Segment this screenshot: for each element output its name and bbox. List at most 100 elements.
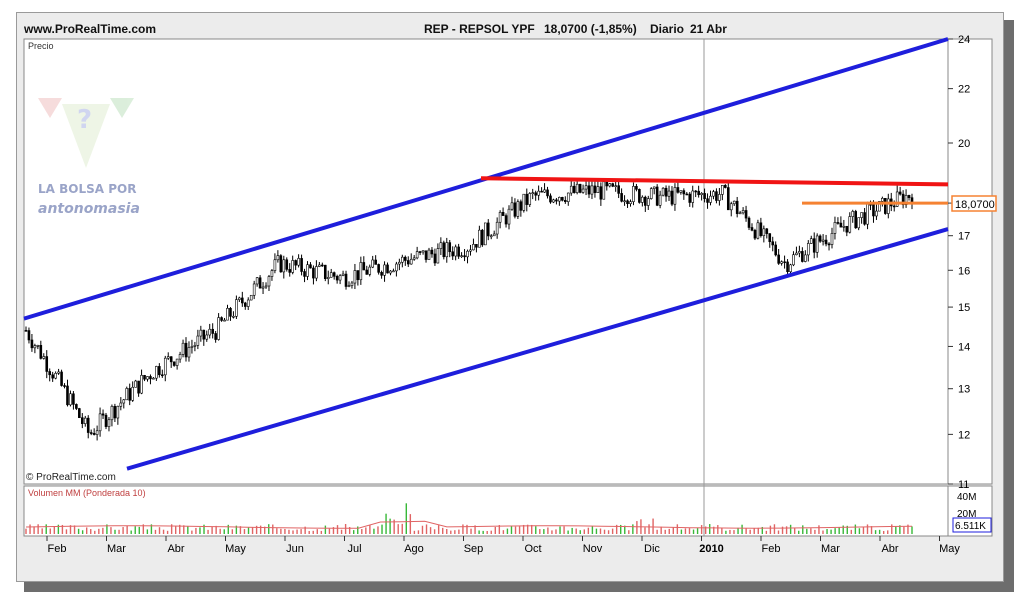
- price-candle-body: [131, 386, 134, 401]
- price-candle-body: [546, 189, 549, 197]
- price-candle-body: [833, 222, 837, 234]
- x-tick-label: Abr: [167, 543, 184, 555]
- price-candle-body: [211, 328, 214, 334]
- price-candle-body: [572, 185, 576, 193]
- volume-tick-label: 40M: [957, 492, 976, 503]
- last-price-label: 18,0700: [955, 199, 995, 211]
- price-candle-body: [655, 186, 659, 206]
- price-candle-body: [566, 192, 570, 202]
- price-candle-body: [703, 193, 706, 199]
- price-candle-body: [750, 227, 754, 231]
- price-candle-body: [309, 264, 312, 269]
- last-volume-label: 6.511K: [955, 521, 986, 532]
- y-tick-label: 20: [958, 138, 970, 150]
- price-candle-body: [249, 294, 253, 301]
- price-candle-body: [163, 357, 167, 376]
- price-candle-body: [552, 199, 555, 203]
- price-candle-body: [418, 251, 422, 253]
- price-candle-body: [424, 250, 428, 260]
- last-price-box: [951, 195, 997, 212]
- price-axis-area: [947, 38, 993, 485]
- price-candle-body: [318, 264, 321, 267]
- price-candle-body: [409, 258, 413, 265]
- price-candle-body: [721, 185, 724, 195]
- price-candle-body: [486, 222, 490, 237]
- price-candle-body: [270, 270, 274, 277]
- price-candle-body: [406, 260, 410, 265]
- x-tick-label: Dic: [644, 543, 660, 555]
- price-candle-body: [759, 222, 763, 236]
- price-candle-body: [89, 432, 93, 434]
- price-candle-body: [356, 270, 360, 281]
- price-candle-body: [724, 185, 727, 188]
- price-candle-body: [235, 299, 238, 317]
- price-candle-body: [815, 235, 819, 253]
- price-candle-body: [706, 198, 709, 203]
- price-candle-body: [69, 393, 72, 406]
- price-candle-body: [786, 261, 789, 272]
- price-candle-body: [323, 264, 327, 279]
- price-candle-body: [638, 189, 641, 203]
- price-candle-body: [839, 222, 843, 228]
- price-candle-body: [682, 190, 686, 195]
- price-candle-body: [258, 277, 262, 289]
- price-candle-body: [371, 259, 374, 268]
- price-candle-body: [412, 257, 416, 260]
- price-candle-body: [498, 212, 502, 223]
- price-candle-body: [448, 242, 452, 253]
- y-tick-label: 14: [958, 341, 970, 353]
- price-candle-body: [457, 246, 460, 257]
- price-candle-body: [30, 339, 34, 349]
- price-candle-body: [119, 402, 123, 407]
- price-candle-body: [63, 385, 66, 387]
- price-candle-body: [158, 366, 161, 376]
- price-candle-body: [608, 183, 612, 187]
- symbol-name: REP - REPSOL YPF: [424, 22, 535, 36]
- price-candle-body: [199, 329, 203, 337]
- price-candle-body: [95, 430, 99, 435]
- price-candle-body: [667, 190, 671, 197]
- watermark-line1: LA BOLSA POR: [38, 182, 136, 196]
- price-candle-body: [593, 185, 597, 193]
- price-candle-body: [732, 200, 736, 205]
- y-tick-label: 17: [958, 231, 970, 243]
- price-candle-body: [620, 193, 623, 202]
- price-candle-body: [297, 258, 300, 266]
- price-candle-body: [673, 187, 677, 205]
- svg-text:?: ?: [77, 105, 92, 135]
- price-candle-body: [335, 276, 339, 281]
- volume-bars: [25, 503, 913, 534]
- price-candle-body: [818, 235, 822, 242]
- price-candle-body: [581, 188, 585, 193]
- price-candle-body: [587, 185, 591, 195]
- price-candle-body: [895, 191, 899, 207]
- price-candle-body: [626, 200, 629, 205]
- price-candle-body: [202, 329, 206, 340]
- price-candle-body: [362, 262, 366, 271]
- price-candle-body: [113, 406, 117, 419]
- price-candle-body: [765, 228, 769, 234]
- price-candle-body: [246, 299, 250, 307]
- price-candle-body: [466, 250, 469, 258]
- x-tick-label: May: [225, 543, 246, 555]
- price-candle-body: [836, 222, 840, 224]
- price-candle-body: [872, 203, 875, 217]
- price-candle-body: [804, 254, 807, 262]
- price-candle-body: [555, 199, 558, 202]
- price-candle-body: [540, 190, 543, 193]
- price-candle-body: [403, 256, 407, 261]
- price-candle-body: [670, 190, 674, 205]
- x-tick-label: Ago: [404, 543, 424, 555]
- price-candle-body: [501, 212, 505, 216]
- x-tick-label: Mar: [107, 543, 126, 555]
- price-candle-body: [48, 371, 52, 376]
- price-candle-body: [347, 285, 351, 287]
- price-candle-body: [433, 253, 437, 264]
- price-candle-body: [125, 388, 129, 401]
- price-candle-body: [801, 251, 804, 262]
- x-tick-label: Oct: [524, 543, 541, 555]
- price-candle-body: [469, 249, 472, 252]
- price-candle-body: [220, 317, 223, 321]
- price-candle-body: [181, 342, 185, 355]
- price-candle-body: [365, 269, 369, 275]
